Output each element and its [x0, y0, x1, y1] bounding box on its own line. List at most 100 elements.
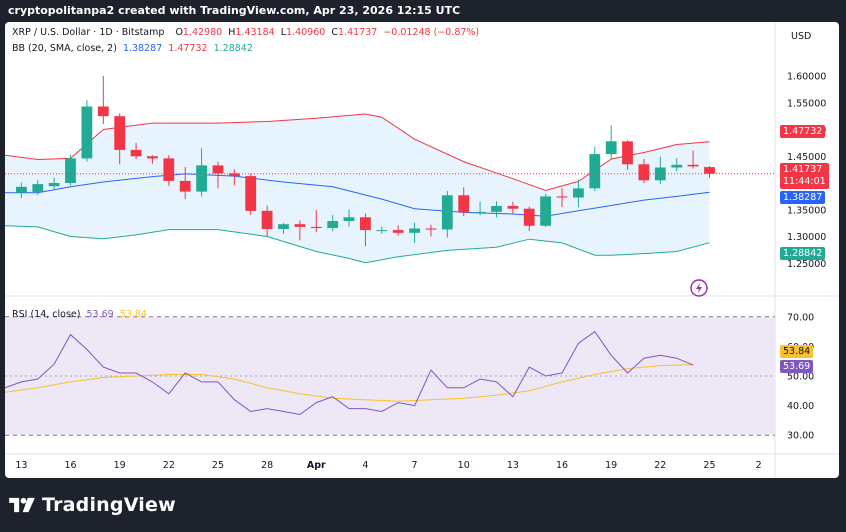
candle-body[interactable] — [491, 206, 502, 212]
candle-body[interactable] — [294, 224, 306, 227]
candle-body[interactable] — [278, 224, 289, 229]
tv-replay-icon-ring — [690, 279, 708, 297]
high-label: H — [228, 27, 236, 38]
candle-body[interactable] — [147, 156, 158, 159]
rsi-ma-tag: 53.84 — [780, 345, 814, 358]
price-tick-label: 1.45000 — [787, 152, 826, 163]
bb-upper-value: 1.47732 — [168, 43, 208, 54]
candle-body[interactable] — [212, 165, 224, 174]
candle-body[interactable] — [441, 195, 453, 230]
price-tick-label: 1.25000 — [787, 259, 826, 270]
candle-body[interactable] — [48, 183, 60, 187]
candle-body[interactable] — [97, 106, 109, 117]
candle-body[interactable] — [392, 230, 404, 233]
candle-body[interactable] — [425, 228, 437, 230]
time-tick-label: 7 — [412, 460, 418, 471]
rsi-tick-label: 40.00 — [787, 401, 814, 412]
high-value: 1.43184 — [235, 27, 275, 38]
candle-body[interactable] — [343, 217, 355, 221]
rsi-value-tag: 53.69 — [780, 360, 814, 373]
tv-replay-icon[interactable] — [690, 279, 708, 297]
rsi-legend[interactable]: RSI (14, close) 53.69 53.84 — [12, 309, 147, 320]
chart-caption: cryptopolitanpa2 created with TradingVie… — [8, 4, 461, 17]
symbol-header: XRP / U.S. Dollar · 1D · Bitstamp O1.429… — [12, 27, 479, 38]
rsi-ma-line — [5, 364, 694, 402]
time-tick-label: 22 — [163, 460, 175, 471]
time-tick-label: 13 — [507, 460, 519, 471]
close-label: C — [331, 27, 338, 38]
price-tag-value: 1.41737 — [783, 164, 823, 175]
candle-body[interactable] — [32, 184, 44, 193]
candle-body[interactable] — [523, 208, 535, 226]
candle-body[interactable] — [327, 221, 339, 228]
open-label: O — [175, 27, 183, 38]
low-value: 1.40960 — [286, 27, 326, 38]
candle-body[interactable] — [114, 116, 126, 150]
tradingview-logo[interactable]: TradingView — [8, 494, 176, 516]
candle-body[interactable] — [654, 167, 666, 181]
bb-legend[interactable]: BB (20, SMA, close, 2) 1.38287 1.47732 1… — [12, 43, 253, 54]
price-tick-label: 1.55000 — [787, 98, 826, 109]
open-value: 1.42980 — [182, 27, 223, 38]
time-tick-label: 13 — [15, 460, 27, 471]
candle-body[interactable] — [622, 141, 633, 165]
candle-body[interactable] — [16, 186, 27, 193]
candle-body[interactable] — [704, 167, 715, 174]
candle-body[interactable] — [589, 154, 601, 189]
candle-body[interactable] — [310, 226, 322, 228]
candle-body[interactable] — [196, 165, 207, 192]
currency-label: USD — [791, 31, 812, 42]
time-tick-label: 4 — [362, 460, 368, 471]
price-countdown: 11:44:01 — [783, 176, 826, 187]
chart-frame: 1.600001.550001.500001.450001.400001.350… — [5, 22, 839, 478]
time-tick-label: 10 — [458, 460, 470, 471]
candle-body[interactable] — [81, 106, 93, 159]
candle-body[interactable] — [409, 228, 420, 233]
time-tick-label: 19 — [605, 460, 617, 471]
candle-body[interactable] — [261, 210, 273, 229]
candle-body[interactable] — [360, 217, 371, 231]
candle-body[interactable] — [65, 158, 76, 183]
time-tick-label: 2 — [756, 460, 762, 471]
rsi-tick-label: 50.00 — [787, 372, 814, 383]
candle-body[interactable] — [376, 230, 388, 232]
price-tick-label: 1.35000 — [787, 205, 826, 216]
candle-body[interactable] — [605, 141, 617, 155]
rsi-line — [5, 330, 694, 416]
time-tick-label: 28 — [261, 460, 273, 471]
bb-upper-tag: 1.47732 — [780, 125, 826, 138]
candle-body[interactable] — [638, 164, 650, 181]
candle-body[interactable] — [540, 196, 551, 226]
bb-band-fill — [5, 114, 710, 263]
candle-body[interactable] — [245, 176, 257, 211]
rsi-label: RSI (14, close) — [12, 309, 81, 320]
time-tick-label: 25 — [212, 460, 224, 471]
time-tick-label: 22 — [654, 460, 666, 471]
bb-lower-tag: 1.28842 — [780, 247, 826, 260]
time-tick-label: Apr — [307, 460, 326, 471]
candle-body[interactable] — [671, 164, 683, 168]
low-label: L — [280, 27, 287, 38]
bb-basis-tag: 1.38287 — [780, 191, 826, 204]
chart-canvas[interactable]: 1.600001.550001.500001.450001.400001.350… — [5, 22, 839, 478]
rsi-ma-value: 53.84 — [119, 309, 147, 320]
price-tick-label: 1.30000 — [787, 232, 826, 243]
candle-body[interactable] — [573, 188, 584, 198]
candle-body[interactable] — [458, 195, 470, 213]
rsi-value: 53.69 — [86, 309, 114, 320]
symbol-name: XRP / U.S. Dollar · 1D · Bitstamp — [12, 27, 165, 38]
bb-lower-line — [5, 225, 710, 264]
candle-body[interactable] — [179, 180, 191, 192]
candle-body[interactable] — [474, 211, 486, 213]
candle-body[interactable] — [130, 149, 142, 157]
candle-body[interactable] — [229, 173, 240, 177]
candle-body[interactable] — [507, 206, 519, 209]
change-value: −0.01248 (−0.87%) — [383, 27, 480, 38]
time-tick-label: 16 — [556, 460, 568, 471]
time-tick-label: 25 — [703, 460, 715, 471]
time-tick-label: 16 — [64, 460, 76, 471]
candle-body[interactable] — [556, 196, 568, 198]
candle-body[interactable] — [687, 164, 699, 167]
bb-basis-value: 1.38287 — [122, 43, 163, 54]
candle-body[interactable] — [163, 158, 175, 181]
